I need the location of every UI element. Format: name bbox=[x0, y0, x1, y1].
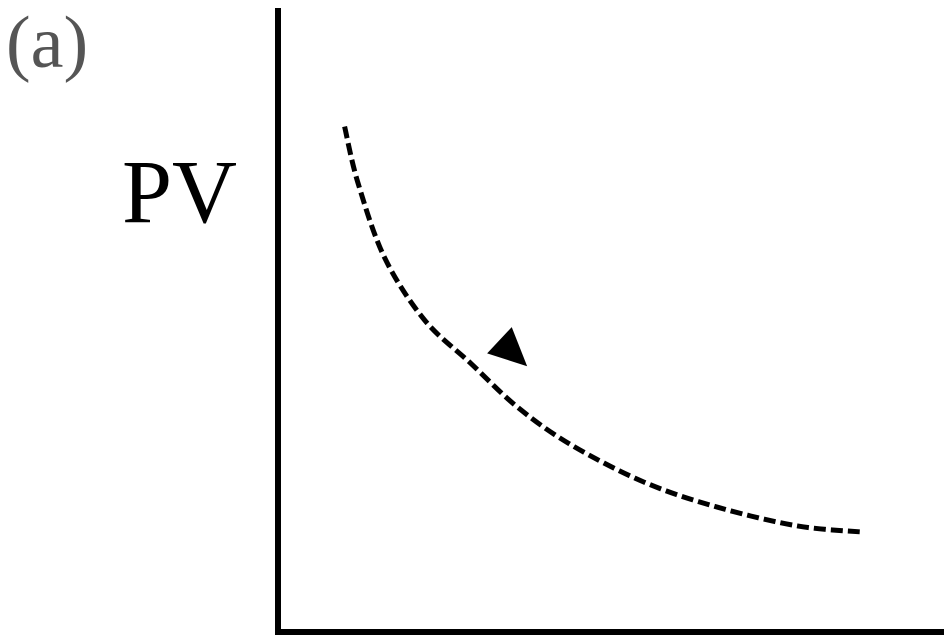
series-0-arrowhead bbox=[487, 327, 528, 367]
y-axis-label: PV bbox=[122, 143, 238, 242]
series-layer bbox=[342, 125, 865, 535]
panel-label: (a) bbox=[6, 2, 89, 84]
series-0-curve bbox=[342, 125, 865, 535]
